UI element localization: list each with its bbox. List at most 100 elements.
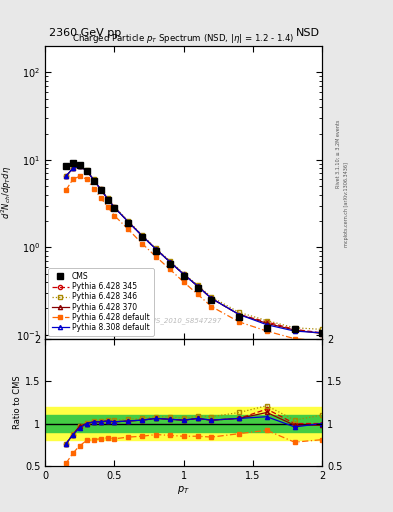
CMS [292,326,297,332]
Line: Pythia 6.428 346: Pythia 6.428 346 [64,164,324,331]
Pythia 6.428 370 [77,163,82,169]
Pythia 6.428 default [64,187,68,193]
Pythia 6.428 345 [98,186,103,193]
CMS [77,162,82,168]
Pythia 6.428 default [237,319,241,325]
Pythia 8.308 default [126,219,131,225]
Pythia 6.428 default [126,226,131,232]
Pythia 6.428 370 [237,311,241,317]
CMS [154,248,158,254]
CMS [91,178,96,184]
X-axis label: $p_T$: $p_T$ [177,483,190,496]
Pythia 6.428 345 [237,311,241,317]
Pythia 6.428 370 [98,186,103,193]
Text: mcplots.cern.ch [arXiv:1306.3436]: mcplots.cern.ch [arXiv:1306.3436] [344,162,349,247]
Y-axis label: $d^2N_{ch}/dp_Td\eta$: $d^2N_{ch}/dp_Td\eta$ [0,166,14,219]
Pythia 8.308 default [264,322,269,328]
Pythia 6.428 346 [154,245,158,251]
Line: Pythia 6.428 370: Pythia 6.428 370 [64,164,324,336]
Line: Pythia 6.428 default: Pythia 6.428 default [64,174,324,343]
Pythia 8.308 default [320,330,325,336]
Pythia 6.428 370 [126,219,131,225]
CMS [167,261,172,267]
Pythia 6.428 370 [154,246,158,252]
Pythia 6.428 default [98,195,103,201]
Pythia 6.428 346 [112,204,117,210]
Pythia 6.428 370 [91,177,96,183]
Pythia 6.428 345 [91,177,96,183]
Pythia 6.428 346 [182,270,186,276]
Pythia 6.428 default [140,241,145,247]
Pythia 6.428 345 [140,233,145,239]
CMS [140,234,145,240]
Pythia 6.428 345 [64,173,68,179]
CMS [64,163,68,169]
Pythia 6.428 default [154,253,158,260]
Pythia 6.428 346 [64,173,68,179]
Pythia 6.428 345 [209,295,214,302]
Pythia 6.428 default [292,336,297,342]
Pythia 6.428 345 [264,319,269,325]
Pythia 6.428 370 [64,173,68,179]
Pythia 8.308 default [98,186,103,193]
Pythia 6.428 345 [112,204,117,210]
Pythia 6.428 345 [154,246,158,252]
Pythia 8.308 default [154,246,158,252]
Pythia 8.308 default [182,271,186,278]
CMS [209,297,214,303]
Pythia 6.428 370 [209,295,214,302]
Pythia 8.308 default [77,163,82,169]
CMS [84,168,89,174]
Pythia 6.428 345 [195,283,200,289]
CMS [126,220,131,226]
Pythia 8.308 default [209,295,214,302]
Pythia 6.428 345 [167,259,172,265]
Y-axis label: Ratio to CMS: Ratio to CMS [13,375,22,429]
Pythia 6.428 370 [84,168,89,174]
Pythia 6.428 370 [264,320,269,326]
Pythia 6.428 default [91,185,96,191]
Pythia 8.308 default [91,177,96,183]
Title: Charged Particle $p_T$ Spectrum (NSD, $|\eta|$ = 1.2 - 1.4): Charged Particle $p_T$ Spectrum (NSD, $|… [72,32,295,45]
Pythia 8.308 default [64,173,68,179]
CMS [320,330,325,336]
Line: CMS: CMS [63,160,325,336]
Line: Pythia 8.308 default: Pythia 8.308 default [64,164,324,335]
Pythia 6.428 default [105,204,110,210]
Text: 2360 GeV pp: 2360 GeV pp [49,28,121,38]
Pythia 6.428 346 [264,317,269,324]
Pythia 6.428 default [84,176,89,182]
Pythia 6.428 default [209,304,214,310]
Pythia 6.428 default [77,173,82,179]
Pythia 6.428 346 [105,195,110,201]
Pythia 6.428 346 [237,309,241,315]
CMS [112,205,117,211]
Text: NSD: NSD [296,28,320,38]
Pythia 6.428 345 [77,163,82,169]
Pythia 6.428 346 [84,167,89,174]
Pythia 6.428 345 [84,168,89,174]
Pythia 6.428 345 [105,196,110,202]
Pythia 6.428 346 [91,176,96,182]
Pythia 6.428 346 [209,294,214,300]
Pythia 8.308 default [140,233,145,239]
Pythia 8.308 default [167,259,172,265]
Pythia 6.428 346 [77,163,82,169]
CMS [264,325,269,331]
Pythia 8.308 default [195,283,200,289]
Pythia 8.308 default [105,196,110,202]
Legend: CMS, Pythia 6.428 345, Pythia 6.428 346, Pythia 6.428 370, Pythia 6.428 default,: CMS, Pythia 6.428 345, Pythia 6.428 346,… [48,268,154,336]
Pythia 6.428 346 [71,165,75,171]
Pythia 8.308 default [84,168,89,174]
CMS [71,160,75,166]
Pythia 6.428 346 [320,326,325,332]
Pythia 6.428 346 [167,258,172,264]
Pythia 6.428 345 [292,326,297,332]
Pythia 8.308 default [237,311,241,317]
CMS [237,314,241,320]
Pythia 8.308 default [292,328,297,334]
Pythia 6.428 370 [182,271,186,278]
Pythia 6.428 default [264,328,269,334]
Pythia 6.428 370 [320,331,325,337]
Pythia 6.428 370 [140,233,145,239]
